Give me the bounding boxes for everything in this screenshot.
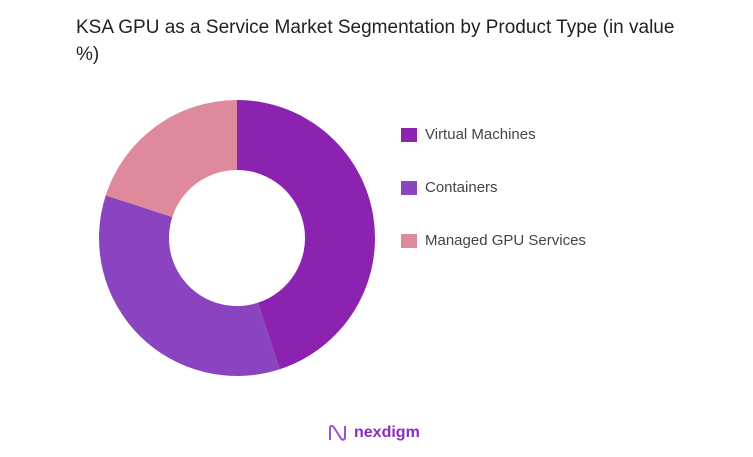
legend-swatch bbox=[401, 233, 417, 248]
logo-text: nexdigm bbox=[354, 424, 420, 441]
slice-managed-gpu-services bbox=[105, 100, 237, 217]
logo-mark-icon bbox=[329, 424, 346, 441]
legend-label: Containers bbox=[425, 179, 498, 196]
legend-label: Managed GPU Services bbox=[425, 232, 586, 249]
slice-virtual-machines bbox=[237, 100, 375, 370]
chart-title: KSA GPU as a Service Market Segmentation… bbox=[76, 17, 675, 65]
nexdigm-logo: nexdigm bbox=[328, 424, 420, 442]
legend-label: Virtual Machines bbox=[425, 126, 536, 143]
legend-swatch bbox=[401, 127, 417, 142]
legend-item: Managed GPU Services bbox=[401, 232, 586, 249]
legend-item: Virtual Machines bbox=[401, 126, 536, 143]
slice-containers bbox=[98, 195, 280, 377]
legend-item: Containers bbox=[401, 179, 498, 196]
legend-swatch bbox=[401, 180, 417, 195]
